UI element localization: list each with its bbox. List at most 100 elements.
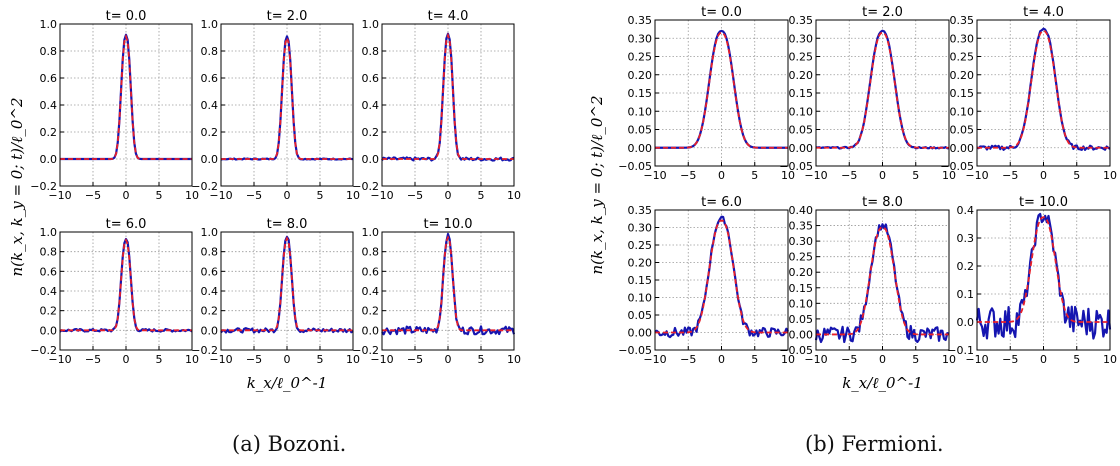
y-tick-label: 0.4 bbox=[957, 204, 975, 217]
y-tick-label: 0.6 bbox=[40, 265, 58, 278]
series-reference-line bbox=[60, 33, 192, 160]
y-tick-label: 0.0 bbox=[40, 324, 58, 337]
y-tick-label: 0.00 bbox=[628, 142, 653, 155]
y-tick-label: 1.0 bbox=[40, 18, 58, 31]
x-tick-label: 5 bbox=[478, 353, 485, 366]
x-axis-label: k_x/ℓ_0^-1 bbox=[842, 374, 923, 392]
panel-title: t= 10.0 bbox=[1019, 195, 1068, 210]
y-tick-label: 0.4 bbox=[201, 99, 219, 112]
x-tick-label: 5 bbox=[317, 189, 324, 202]
y-tick-label: −0.2 bbox=[30, 344, 57, 357]
y-tick-label: 0.35 bbox=[789, 220, 814, 233]
y-tick-label: 0.05 bbox=[628, 124, 653, 137]
y-tick-label: −0.05 bbox=[779, 344, 813, 357]
y-tick-label: 0.10 bbox=[950, 105, 975, 118]
x-tick-label: −5 bbox=[841, 169, 857, 182]
x-tick-label: −10 bbox=[48, 189, 71, 202]
y-tick-label: 0.2 bbox=[201, 305, 219, 318]
x-tick-label: −5 bbox=[246, 189, 262, 202]
y-tick-label: 0.8 bbox=[201, 246, 219, 259]
y-tick-label: 0.6 bbox=[201, 72, 219, 85]
plot-frame bbox=[59, 23, 193, 187]
y-tick-label: 0.0 bbox=[201, 324, 219, 337]
y-tick-label: 0.6 bbox=[40, 72, 58, 85]
panel-title: t= 4.0 bbox=[1023, 5, 1064, 20]
y-tick-label: 0.35 bbox=[950, 14, 975, 27]
x-tick-label: −10 bbox=[370, 189, 393, 202]
x-tick-label: −5 bbox=[1002, 353, 1018, 366]
y-tick-label: 0.0 bbox=[957, 316, 975, 329]
y-tick-label: 0.3 bbox=[957, 232, 975, 245]
x-tick-label: 5 bbox=[751, 353, 758, 366]
x-tick-label: −10 bbox=[643, 353, 666, 366]
x-tick-label: 10 bbox=[346, 189, 360, 202]
panel: −0.05 0.00 0.05 0.10 0.15 0.20 0.25 0.30 0.35 −10… bbox=[940, 5, 1117, 182]
y-tick-label: 0.00 bbox=[628, 327, 653, 340]
x-tick-label: −5 bbox=[407, 189, 423, 202]
chart-group-fermions: n(k_x, k_y = 0; t)/ℓ_0^2 k_x/ℓ_0^-1 −0.05 0… bbox=[588, 5, 1117, 392]
y-tick-label: 0.8 bbox=[40, 45, 58, 58]
y-tick-label: 1.0 bbox=[40, 226, 58, 239]
series-reference-line bbox=[382, 235, 514, 332]
panel: −0.2 0.0 0.2 0.4 0.6 0.8 1.0 −10 −5 0 5 10 t= 0.0 bbox=[30, 9, 199, 202]
y-tick-label: 0.00 bbox=[789, 142, 814, 155]
panel-title: t= 0.0 bbox=[106, 9, 147, 24]
y-tick-label: 0.30 bbox=[950, 32, 975, 45]
y-tick-label: 1.0 bbox=[362, 18, 380, 31]
y-tick-label: 0.00 bbox=[789, 328, 814, 341]
x-tick-label: 0 bbox=[1040, 169, 1047, 182]
y-tick-label: −0.2 bbox=[30, 180, 57, 193]
panel: −0.2 0.0 0.2 0.4 0.6 0.8 1.0 −10 −5 0 5 10 t= 8.0 bbox=[191, 217, 360, 366]
series-reference-line bbox=[655, 219, 788, 334]
x-tick-label: 10 bbox=[185, 189, 199, 202]
y-tick-label: 0.20 bbox=[950, 69, 975, 82]
y-tick-label: 0.35 bbox=[628, 204, 653, 217]
panel-title: t= 2.0 bbox=[862, 5, 903, 20]
panel-title: t= 10.0 bbox=[423, 217, 472, 232]
x-tick-label: −5 bbox=[246, 353, 262, 366]
plot-frame bbox=[815, 19, 950, 167]
x-tick-label: 0 bbox=[879, 353, 886, 366]
panel: −0.2 0.0 0.2 0.4 0.6 0.8 1.0 −10 −5 0 5 10 t= 10.0 bbox=[352, 217, 521, 366]
y-tick-label: 0.20 bbox=[789, 69, 814, 82]
plot-frame bbox=[381, 231, 515, 351]
x-tick-label: 10 bbox=[507, 189, 521, 202]
caption-bosons: (a) Bozoni. bbox=[232, 432, 347, 456]
y-tick-label: 0.2 bbox=[40, 126, 58, 139]
x-tick-label: 0 bbox=[1040, 353, 1047, 366]
panel: −0.05 0.00 0.05 0.10 0.15 0.20 0.25 0.30 0.35 −10… bbox=[618, 195, 795, 366]
x-tick-label: −10 bbox=[209, 353, 232, 366]
y-tick-label: −0.05 bbox=[940, 160, 974, 173]
panel-title: t= 2.0 bbox=[267, 9, 308, 24]
panel-title: t= 6.0 bbox=[701, 195, 742, 210]
y-tick-label: 0.20 bbox=[789, 266, 814, 279]
x-tick-label: −5 bbox=[1002, 169, 1018, 182]
y-tick-label: 0.15 bbox=[628, 87, 653, 100]
x-tick-label: 0 bbox=[123, 189, 130, 202]
y-tick-label: 0.05 bbox=[789, 313, 814, 326]
x-tick-label: 10 bbox=[942, 353, 956, 366]
series-simulation-line bbox=[814, 223, 950, 344]
y-tick-label: 0.15 bbox=[789, 87, 814, 100]
x-tick-label: 0 bbox=[284, 189, 291, 202]
y-tick-label: 0.10 bbox=[789, 105, 814, 118]
y-tick-label: 0.10 bbox=[789, 297, 814, 310]
x-tick-label: 5 bbox=[478, 189, 485, 202]
plot-frame bbox=[220, 231, 354, 351]
x-tick-label: 5 bbox=[912, 169, 919, 182]
x-tick-label: −5 bbox=[85, 189, 101, 202]
y-tick-label: 0.35 bbox=[628, 14, 653, 27]
series-reference-line bbox=[221, 35, 353, 160]
plot-frame bbox=[976, 19, 1111, 167]
y-tick-label: 0.0 bbox=[362, 153, 380, 166]
y-tick-label: 1.0 bbox=[201, 18, 219, 31]
x-tick-label: 10 bbox=[346, 353, 360, 366]
plot-frame bbox=[654, 19, 789, 167]
caption-fermions: (b) Fermioni. bbox=[805, 432, 944, 456]
y-tick-label: 0.2 bbox=[957, 260, 975, 273]
panel-title: t= 6.0 bbox=[106, 217, 147, 232]
y-tick-label: 0.2 bbox=[201, 126, 219, 139]
y-tick-label: 1.0 bbox=[201, 226, 219, 239]
x-tick-label: −10 bbox=[804, 353, 827, 366]
